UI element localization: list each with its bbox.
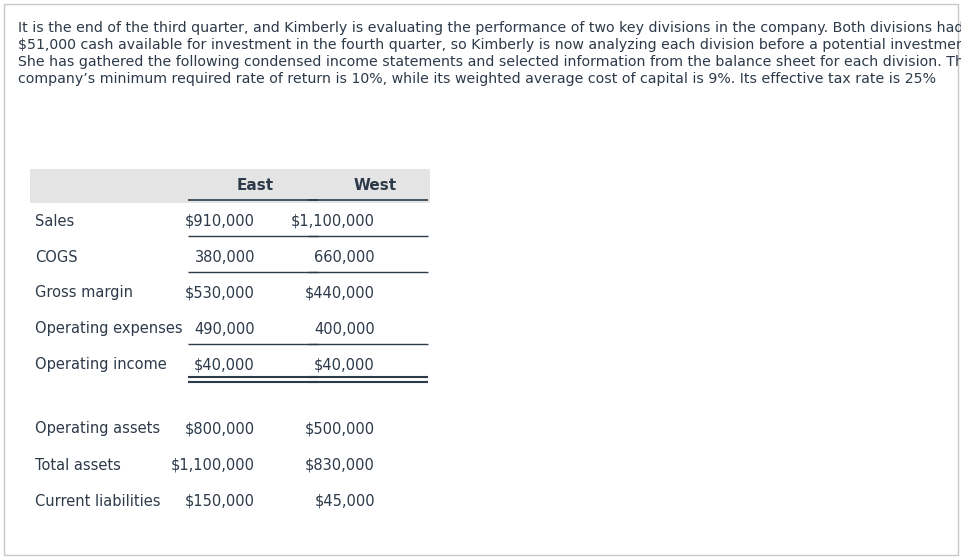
Text: $500,000: $500,000 [305, 421, 375, 437]
Text: 490,000: 490,000 [194, 321, 255, 337]
Text: COGS: COGS [35, 249, 78, 264]
Text: East: East [236, 178, 273, 193]
Text: $51,000 cash available for investment in the fourth quarter, so Kimberly is now : $51,000 cash available for investment in… [18, 38, 961, 52]
Text: Operating assets: Operating assets [35, 421, 160, 437]
Text: Gross margin: Gross margin [35, 286, 133, 301]
Text: $1,100,000: $1,100,000 [290, 214, 375, 229]
Text: $40,000: $40,000 [314, 358, 375, 372]
Text: $440,000: $440,000 [305, 286, 375, 301]
Text: $910,000: $910,000 [185, 214, 255, 229]
Text: Current liabilities: Current liabilities [35, 494, 160, 509]
Text: $800,000: $800,000 [185, 421, 255, 437]
Text: 400,000: 400,000 [314, 321, 375, 337]
Text: $530,000: $530,000 [185, 286, 255, 301]
Text: $150,000: $150,000 [185, 494, 255, 509]
Text: $40,000: $40,000 [194, 358, 255, 372]
Text: Operating expenses: Operating expenses [35, 321, 183, 337]
Text: Total assets: Total assets [35, 457, 121, 472]
Text: 380,000: 380,000 [194, 249, 255, 264]
Text: 660,000: 660,000 [314, 249, 375, 264]
Text: It is the end of the third quarter, and Kimberly is evaluating the performance o: It is the end of the third quarter, and … [18, 21, 961, 35]
Text: Operating income: Operating income [35, 358, 166, 372]
Text: $45,000: $45,000 [314, 494, 375, 509]
Text: company’s minimum required rate of return is 10%, while its weighted average cos: company’s minimum required rate of retur… [18, 72, 935, 86]
Text: $830,000: $830,000 [305, 457, 375, 472]
Text: $1,100,000: $1,100,000 [171, 457, 255, 472]
Text: West: West [353, 178, 396, 193]
Text: Sales: Sales [35, 214, 74, 229]
Text: She has gathered the following condensed income statements and selected informat: She has gathered the following condensed… [18, 55, 961, 69]
Bar [30, 169, 430, 203]
